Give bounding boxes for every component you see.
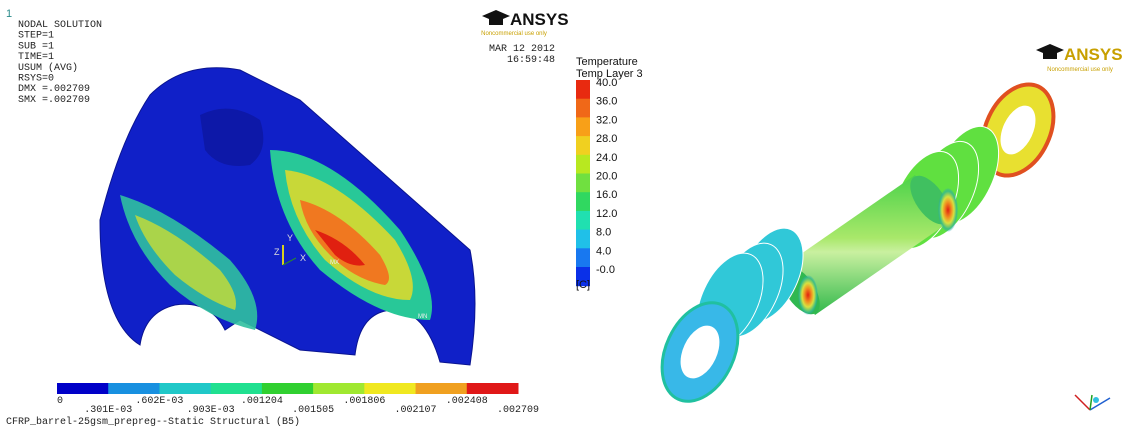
legend-band [576, 136, 590, 155]
legend-label: 24.0 [596, 152, 617, 164]
colorbar-band [57, 383, 109, 394]
legend-label: 28.0 [596, 133, 617, 145]
date: MAR 12 2012 [489, 44, 555, 55]
info-line: STEP=1 [18, 31, 54, 42]
legend-title: Temperature [576, 56, 638, 68]
screen: 1 NODAL SOLUTIONSTEP=1SUB =1TIME=1USUM (… [0, 0, 1126, 428]
legend-label: 20.0 [596, 171, 617, 183]
model [100, 68, 475, 365]
info-line: NODAL SOLUTION [18, 20, 102, 31]
legend-band [576, 192, 590, 211]
legend-label: 40.0 [596, 77, 617, 89]
colorbar-band [108, 383, 160, 394]
axis-label: Z [274, 247, 280, 257]
legend-label: 12.0 [596, 208, 617, 220]
info-line: SUB =1 [18, 41, 54, 52]
colorbar-label: .001505 [292, 405, 334, 416]
colorbar-band [313, 383, 365, 394]
triad [1075, 395, 1110, 410]
colorbar-band [262, 383, 314, 394]
legend-label: 8.0 [596, 227, 611, 239]
colorbar-label: .602E-03 [135, 396, 183, 407]
colorbar-band [416, 383, 468, 394]
time: 16:59:48 [507, 55, 555, 66]
model [647, 73, 1067, 414]
legend-band [576, 230, 590, 249]
footer: CFRP_barrel-25gsm_prepreg--Static Struct… [6, 416, 300, 428]
info-line: DMX =.002709 [18, 84, 90, 95]
legend-label: 36.0 [596, 96, 617, 108]
legend-band [576, 117, 590, 136]
info-line: SMX =.002709 [18, 95, 90, 106]
colorbar-label: .002709 [497, 405, 539, 416]
axis-label: X [300, 253, 306, 263]
legend-label: 16.0 [596, 189, 617, 201]
colorbar-band [467, 383, 519, 394]
legend: 40.0 36.0 32.0 28.0 24.0 20.0 16.0 12.0 8.0 4.0 -0… [576, 77, 617, 286]
legend-band [576, 80, 590, 99]
info-line: USUM (AVG) [18, 62, 78, 74]
logo: ANSYS Noncommercial use only [1036, 44, 1123, 73]
legend-band [576, 99, 590, 118]
legend-band [576, 248, 590, 267]
logo-brand: ANSYS [1064, 45, 1123, 64]
colorbar-band [364, 383, 416, 394]
right-panel: Temperature Temp Layer 3 40.036.032.028.… [576, 44, 1123, 413]
colorbar-label: .001204 [241, 396, 283, 407]
legend-band [576, 174, 590, 193]
axis-label: Y [287, 233, 293, 243]
logo-note: Noncommercial use only [481, 31, 547, 37]
legend-band [576, 211, 590, 230]
colorbar: 0 .602E-03 .001204 .001806 .002408 .301E-03 .9… [57, 383, 539, 416]
colorbar-label: .002107 [395, 405, 437, 416]
colorbar-label: .301E-03 [84, 405, 132, 416]
legend-label: 4.0 [596, 245, 611, 257]
legend-label: 32.0 [596, 114, 617, 126]
min-marker: MN [418, 314, 427, 320]
colorbar-band [159, 383, 211, 394]
colorbar-label: 0 [57, 396, 63, 407]
legend-unit: [C] [576, 279, 590, 291]
info-line: RSYS=0 [18, 74, 54, 85]
colorbar-band [211, 383, 263, 394]
legend-band [576, 155, 590, 174]
legend-label: -0.0 [596, 264, 615, 276]
logo-note: Noncommercial use only [1047, 67, 1113, 73]
colorbar-label: .903E-03 [187, 405, 235, 416]
window-number: 1 [6, 8, 12, 20]
logo-brand: ANSYS [510, 10, 569, 29]
logo: ANSYS Noncommercial use only [481, 10, 568, 37]
max-marker: MX [330, 260, 339, 266]
info-line: TIME=1 [18, 52, 54, 63]
colorbar-label: .002408 [446, 396, 488, 407]
colorbar-label: .001806 [343, 396, 385, 407]
